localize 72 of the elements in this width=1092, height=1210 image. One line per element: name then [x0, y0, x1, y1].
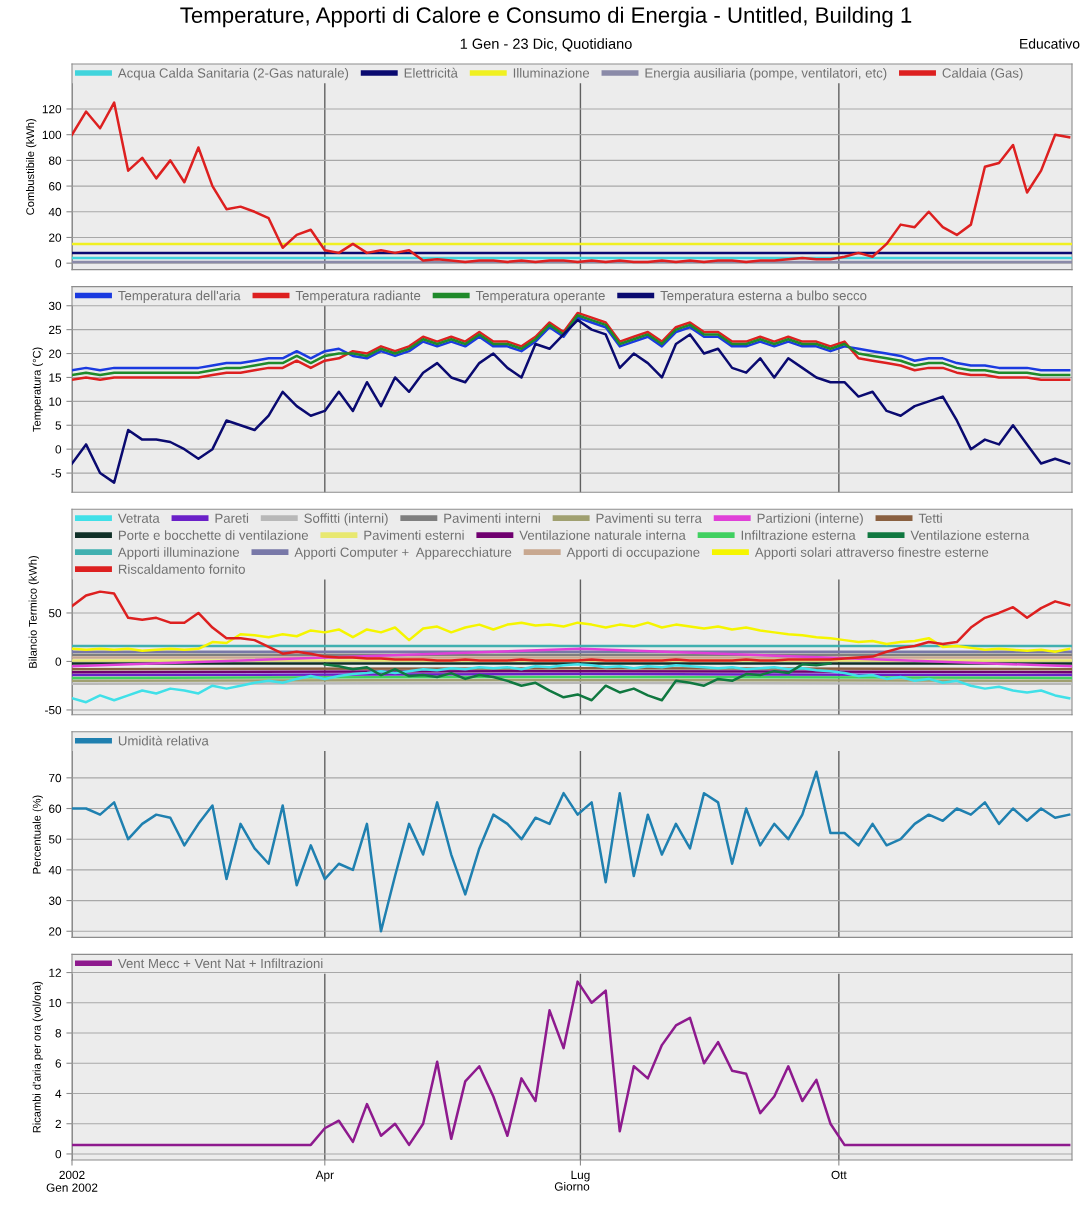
y-axis-title: Percentuale (%) — [32, 795, 43, 874]
y-tick-label: 20 — [49, 233, 62, 242]
chart-title: Temperature, Apporti di Calore e Consumo di Energia - Untitled, Building 1 — [180, 6, 912, 28]
y-tick-label: -5 — [51, 469, 62, 478]
y-tick-label: 20 — [49, 349, 62, 358]
y-tick-label: 40 — [48, 207, 62, 217]
text: Educativo — [1020, 38, 1080, 49]
y-tick-label: 0 — [55, 259, 62, 268]
x-tick-label: Lug — [571, 1170, 590, 1182]
y-tick-label: 50 — [48, 835, 62, 844]
y-tick-label: 0 — [55, 657, 62, 666]
legend-label: Apporti illuminazione — [117, 547, 240, 560]
legend-label: Porte e bocchette di ventilazione — [118, 530, 308, 540]
legend-label: Pavimenti su terra — [596, 513, 702, 523]
chart-subtitle: 1 Gen - 23 Dic, Quotidiano — [460, 38, 632, 52]
legend-label: Riscaldamento fornito — [118, 564, 245, 574]
legend-label: Umidità relativa — [118, 735, 209, 746]
y-tick-label: 10 — [49, 397, 62, 406]
legend-label: Elettricità — [404, 67, 458, 78]
y-tick-label: 100 — [42, 130, 62, 140]
legend-label: Partizioni (interne) — [757, 513, 863, 526]
legend-label: Temperatura radiante — [295, 290, 421, 303]
y-tick-label: 60 — [49, 804, 62, 813]
legend-label: Ventilazione esterna — [910, 530, 1030, 540]
y-tick-label: 5 — [55, 421, 62, 430]
legend-label: Soffitti (interni) — [304, 513, 388, 526]
y-axis-title: Combustibile (kWh) — [25, 119, 37, 215]
legend-label: Illuminazione — [513, 68, 590, 78]
y-tick-label: 8 — [55, 1029, 62, 1038]
legend-label: Acqua Calda Sanitaria (2-Gas naturale) — [117, 68, 349, 81]
y-tick-label: 6 — [55, 1059, 62, 1068]
y-axis-title: Bilancio Termico (kWh) — [28, 555, 39, 668]
legend-label: Pareti — [215, 513, 249, 523]
y-tick-label: 0 — [55, 445, 62, 454]
y-tick-label: 15 — [49, 373, 62, 382]
legend-label: Pavimenti esterni — [364, 530, 464, 540]
y-axis-title: Temperatura (°C) — [32, 347, 43, 432]
y-tick-label: 25 — [49, 325, 62, 335]
legend-label: Temperatura operante — [475, 291, 605, 303]
x-tick-label: Apr — [315, 1170, 334, 1182]
legend-label: Apporti solari attraverso finestre esterne — [754, 547, 989, 560]
legend-label: Vetrata — [117, 513, 160, 523]
legend-label: Infiltrazione esterna — [741, 530, 856, 540]
y-tick-label: -50 — [45, 705, 62, 715]
y-tick-label: 2 — [55, 1119, 61, 1128]
y-tick-label: 20 — [49, 927, 62, 936]
x-tick-label: Ott — [831, 1170, 847, 1180]
y-tick-label: 0 — [55, 1149, 62, 1159]
legend-label: Apporti Computer + Apparecchiature — [294, 547, 512, 560]
x-axis-title: Giorno — [554, 1182, 590, 1191]
y-tick-label: 70 — [49, 773, 62, 783]
y-tick-label: 4 — [55, 1089, 62, 1098]
legend-label: Ventilazione naturale interna — [519, 530, 686, 540]
legend-label: Apporti di occupazione — [566, 547, 700, 560]
x-tick-label: 2002 Gen 2002 — [46, 1170, 98, 1192]
y-tick-label: 60 — [49, 182, 62, 191]
legend-label: Caldaia (Gas) — [942, 68, 1023, 81]
y-tick-label: 30 — [48, 896, 62, 905]
y-axis-title: Ricambi d'aria per ora (vol/ora) — [32, 981, 43, 1133]
legend-label: Pavimenti interni — [444, 513, 540, 523]
y-tick-label: 80 — [48, 156, 62, 165]
y-tick-label: 10 — [49, 998, 62, 1008]
y-tick-label: 30 — [48, 301, 62, 311]
legend-label: Temperatura esterna a bulbo secco — [660, 290, 867, 303]
y-tick-label: 12 — [49, 968, 61, 977]
legend-label: Tetti — [918, 513, 942, 523]
legend-label: Vent Mecc + Vent Nat + Infiltrazioni — [117, 958, 323, 969]
y-tick-label: 50 — [48, 609, 62, 618]
legend-label: Temperatura dell'aria — [118, 290, 241, 303]
y-tick-label: 120 — [42, 105, 62, 114]
legend-label: Energia ausiliaria (pompe, ventilatori, etc) — [645, 68, 887, 81]
y-tick-label: 40 — [48, 865, 62, 875]
